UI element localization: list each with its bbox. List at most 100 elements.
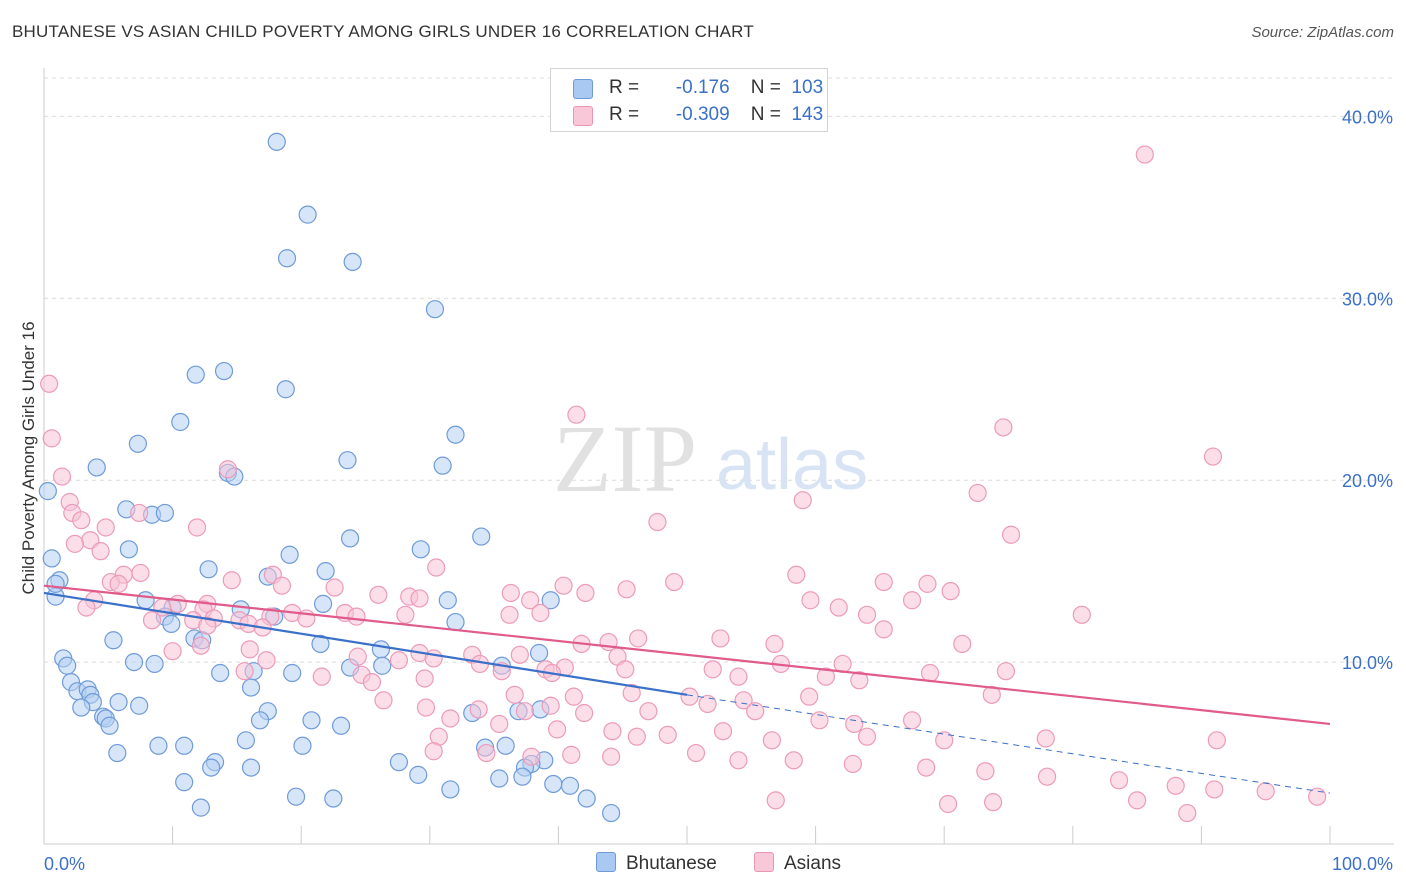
data-point: [52, 467, 72, 486]
data-point: [562, 745, 581, 764]
data-point: [191, 636, 210, 655]
data-point: [996, 662, 1016, 681]
data-point: [424, 649, 443, 668]
data-point: [1166, 776, 1185, 795]
data-point: [829, 598, 848, 617]
data-point: [567, 405, 586, 424]
data-point: [187, 518, 207, 537]
data-point: [371, 640, 391, 659]
data-point: [560, 776, 580, 795]
data-point: [1207, 731, 1226, 750]
data-point: [311, 634, 330, 654]
data-point: [658, 725, 677, 744]
data-point: [142, 611, 162, 630]
data-point: [793, 491, 812, 510]
data-point: [100, 716, 119, 735]
y-tick-label: 40.0%: [1342, 107, 1393, 127]
data-point: [510, 645, 529, 664]
data-point: [433, 456, 452, 475]
data-point: [347, 607, 366, 626]
data-point: [622, 683, 641, 703]
data-point: [155, 503, 174, 523]
bhutanese-trend-line: [43, 591, 688, 696]
data-point: [171, 412, 190, 432]
data-point: [1036, 729, 1055, 748]
data-point: [286, 787, 306, 806]
data-point: [1072, 605, 1091, 624]
data-point: [629, 629, 648, 648]
data-point: [72, 511, 91, 530]
data-point: [800, 687, 819, 706]
data-point: [240, 640, 259, 659]
data-point: [521, 591, 540, 610]
data-point: [1308, 787, 1327, 806]
data-point: [373, 656, 392, 675]
data-point: [40, 374, 59, 393]
data-point: [575, 703, 594, 723]
data-point: [441, 709, 460, 728]
data-point: [857, 605, 877, 624]
data-point: [198, 616, 217, 635]
data-point: [276, 380, 295, 399]
data-point: [469, 700, 488, 719]
data-point: [713, 722, 733, 741]
grid-lines: [44, 77, 1394, 663]
data-point: [762, 731, 781, 750]
data-point: [734, 691, 753, 710]
data-point: [128, 434, 147, 453]
data-point: [845, 714, 864, 734]
legend-swatch-asians: [573, 106, 593, 126]
data-point: [513, 767, 532, 786]
bottom-legend-asians: Asians: [754, 852, 841, 875]
data-point: [267, 132, 286, 151]
data-point: [202, 758, 221, 777]
data-point: [787, 565, 806, 584]
data-point: [46, 574, 65, 593]
data-point: [58, 656, 77, 675]
data-point: [602, 803, 621, 823]
data-point: [38, 482, 57, 501]
legend-r-value: -0.309: [675, 104, 730, 125]
data-point: [108, 743, 127, 763]
data-point: [313, 594, 333, 613]
data-point: [1205, 780, 1224, 799]
data-point: [766, 791, 785, 810]
y-axis-label: Child Poverty Among Girls Under 16: [19, 321, 38, 594]
data-point: [222, 571, 241, 590]
data-point: [477, 743, 496, 763]
data-point: [145, 654, 164, 674]
data-point: [541, 591, 560, 610]
legend-n-label: N =: [750, 104, 781, 125]
data-point: [500, 605, 519, 624]
bottom-legend-label-asians: Asians: [784, 853, 842, 874]
data-point: [616, 660, 635, 679]
data-point: [902, 711, 922, 730]
data-point: [765, 634, 784, 654]
data-point: [576, 583, 595, 603]
data-point: [411, 540, 430, 559]
data-point: [801, 591, 820, 610]
data-point: [603, 722, 622, 741]
data-point: [994, 418, 1013, 437]
data-point: [446, 425, 465, 444]
data-point: [199, 560, 218, 579]
data-point: [331, 716, 351, 735]
data-point: [1203, 447, 1223, 466]
data-point: [1135, 145, 1154, 164]
bhutanese-trend-extension: [686, 694, 1331, 794]
data-point: [577, 789, 596, 808]
data-point: [1256, 782, 1275, 801]
data-point: [348, 647, 367, 666]
data-point: [686, 743, 706, 763]
data-point: [941, 582, 960, 601]
data-point: [902, 591, 922, 610]
legend-r-label: R =: [609, 104, 640, 125]
data-point: [729, 751, 748, 770]
legend-r-value: -0.176: [675, 77, 730, 98]
data-point: [1127, 791, 1147, 810]
data-point: [438, 591, 457, 610]
legend-n-label: N =: [750, 77, 781, 98]
data-point: [130, 696, 149, 715]
data-point: [211, 663, 230, 683]
data-point: [617, 580, 636, 599]
